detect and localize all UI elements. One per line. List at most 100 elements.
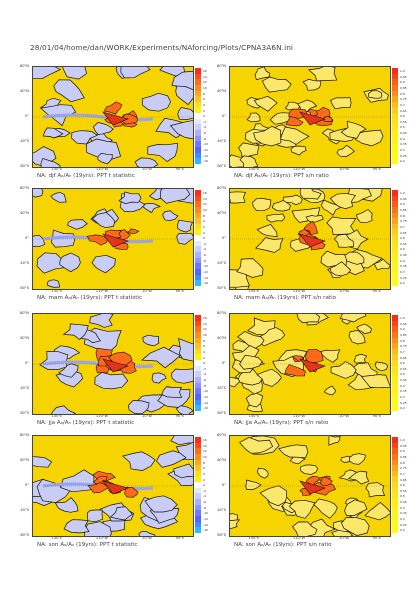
colorbar-tick-label: 0.45 <box>400 500 407 505</box>
lat-tick-label: 40°N <box>19 336 29 340</box>
colorbar-swatch <box>195 96 201 102</box>
colorbar-swatch <box>195 229 201 236</box>
colorbar-swatch <box>195 158 201 164</box>
colorbar-swatch <box>195 146 201 153</box>
lat-tick-label: 40°N <box>216 211 226 215</box>
lat-tick-label: 0° <box>221 236 226 240</box>
colorbar-tick-label: 0.25 <box>400 275 407 280</box>
colorbar-swatch <box>195 218 201 224</box>
colorbar-tick-label: 0.75 <box>400 219 407 224</box>
colorbar-swatch <box>392 240 398 247</box>
map-panel: 80°N 40°N 0° 40°S 80°S 150°E 110°W 10°W 90°E 16 14… <box>20 311 215 433</box>
panel-caption: NA: jja Aₐ/Aₙ (19yrs): PPT s/n ratio <box>234 420 329 426</box>
colorbar-tick-label: 0.95 <box>400 321 407 326</box>
lon-tick-label: 150°E <box>51 167 63 171</box>
colorbar-tick-label: 0.5 <box>400 247 405 252</box>
colorbar-swatch <box>195 371 201 378</box>
colorbar-tick-label: 12 <box>203 202 207 207</box>
lat-tick-label: 80°S <box>20 533 29 537</box>
lon-tick-label: 90°E <box>175 167 185 171</box>
colorbar-swatch <box>392 130 398 136</box>
colorbar-swatch <box>392 331 398 338</box>
colorbar-tick-label: 14 <box>203 196 207 201</box>
lat-tick-label: 40°S <box>217 386 226 390</box>
colorbar-tick-label: 0.2 <box>400 406 405 411</box>
colorbar-tick-label: 0.9 <box>400 202 405 207</box>
colorbar-swatch <box>195 280 201 286</box>
colorbar-swatch <box>392 315 398 321</box>
lat-tick-label: 80°S <box>20 164 29 168</box>
lat-tick-label: 0° <box>221 114 226 118</box>
colorbar-tick-label: 0 <box>203 483 205 488</box>
colorbar <box>392 315 398 411</box>
colorbar-tick-label: 1.0 <box>400 316 405 321</box>
colorbar-tick-label: 0.35 <box>400 389 407 394</box>
colorbar-swatch <box>195 453 201 460</box>
colorbar-tick-label: 16 <box>203 316 207 321</box>
colorbar-tick-label: 1.0 <box>400 438 405 443</box>
colorbar-swatch <box>392 190 398 196</box>
colorbar-swatch <box>392 360 398 366</box>
colorbar-tick-label: 12 <box>203 80 207 85</box>
colorbar-swatch <box>195 223 201 230</box>
colorbar-swatch <box>392 206 398 213</box>
colorbar-swatch <box>195 360 201 366</box>
map-panel: 80°N 40°N 0° 40°S 80°S 150°E 110°W 10°W 90°E 16 14… <box>20 64 215 186</box>
colorbar-swatch <box>392 326 398 332</box>
colorbar-swatch <box>392 146 398 153</box>
colorbar-swatch <box>392 377 398 383</box>
colorbar-tick-label: 4 <box>203 349 205 354</box>
colorbar-swatch <box>392 201 398 207</box>
colorbar-swatch <box>392 382 398 389</box>
lon-tick-label: 150°E <box>248 414 260 418</box>
colorbar-tick-label: 0.55 <box>400 488 407 493</box>
colorbar-swatch <box>195 130 201 136</box>
colorbar-swatch <box>392 135 398 142</box>
colorbar-swatch <box>392 212 398 219</box>
colorbar-swatch <box>195 257 201 264</box>
lat-tick-label: 0° <box>24 114 29 118</box>
colorbar-tick-label: 0.6 <box>400 114 405 119</box>
lon-tick-label: 110°W <box>95 167 109 171</box>
lat-tick-label: 40°N <box>216 458 226 462</box>
colorbar-swatch <box>392 263 398 269</box>
colorbar-swatch <box>392 493 398 500</box>
colorbar-swatch <box>195 470 201 477</box>
colorbar-swatch <box>392 393 398 400</box>
colorbar-tick-label: -10 <box>203 389 208 394</box>
colorbar-tick-label: 0.7 <box>400 102 405 107</box>
lat-tick-label: 40°S <box>217 508 226 512</box>
colorbar-tick-label: 14 <box>203 74 207 79</box>
colorbar-tick-label: 0.2 <box>400 281 405 286</box>
lon-tick-label: 10°W <box>339 536 349 540</box>
header-path: 28/01/04/home/dan/WORK/Experiments/NAfor… <box>30 43 294 52</box>
lat-tick-label: 40°N <box>216 336 226 340</box>
colorbar-tick-label: 0.45 <box>400 378 407 383</box>
colorbar-tick-label: 0.9 <box>400 449 405 454</box>
colorbar-swatch <box>392 274 398 281</box>
colorbar-swatch <box>195 343 201 349</box>
lon-tick-label: 150°E <box>51 414 63 418</box>
lat-tick-label: 80°S <box>217 533 226 537</box>
colorbar-tick-label: 2 <box>203 108 205 113</box>
colorbar-swatch <box>195 442 201 449</box>
colorbar-tick-label: 0.4 <box>400 383 405 388</box>
colorbar-tick-label: -8 <box>203 258 206 263</box>
lon-tick-label: 90°E <box>372 536 382 540</box>
colorbar-tick-label: 8 <box>203 460 205 465</box>
lon-tick-label: 110°W <box>292 289 306 293</box>
colorbar-swatch <box>392 113 398 119</box>
colorbar-tick-label: -4 <box>203 247 206 252</box>
colorbar-tick-label: 12 <box>203 327 207 332</box>
colorbar-tick-label: -16 <box>203 159 208 164</box>
colorbar-swatch <box>392 79 398 85</box>
lat-tick-label: 40°N <box>19 458 29 462</box>
lon-tick-label: 110°W <box>292 414 306 418</box>
colorbar-swatch <box>392 354 398 361</box>
colorbar-tick-label: 0.7 <box>400 224 405 229</box>
colorbar-swatch <box>392 348 398 355</box>
panel-caption: NA: mam Aₐ/Aₙ (19yrs): PPT s/n ratio <box>234 295 337 301</box>
colorbar-swatch <box>195 465 201 471</box>
lon-tick-label: 150°E <box>248 289 260 293</box>
colorbar-tick-label: -8 <box>203 136 206 141</box>
